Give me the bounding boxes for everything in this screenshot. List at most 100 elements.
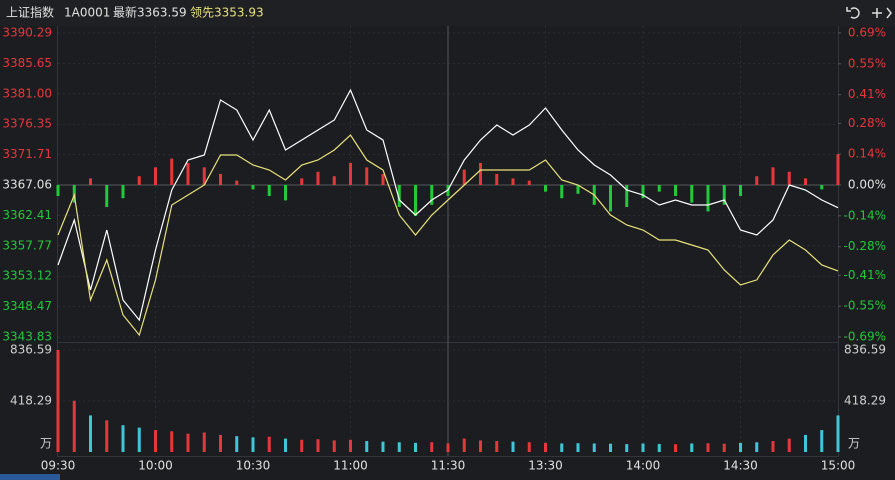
y2-tick-label: 0.69% — [848, 26, 886, 40]
volume-bar — [170, 431, 174, 452]
volume-bar — [89, 415, 92, 452]
y-tick-label: 3367.06 — [2, 178, 52, 192]
price-line — [57, 134, 839, 337]
volume-bar — [674, 444, 677, 452]
diff-bar — [154, 167, 157, 185]
diff-bar — [251, 185, 255, 190]
price-line — [57, 88, 839, 322]
diff-bar — [560, 185, 564, 199]
y-tick-label: 3381.00 — [2, 86, 52, 100]
y2-tick-label: -0.28% — [844, 239, 886, 253]
volume-bar — [462, 438, 466, 452]
volume-bar — [446, 443, 450, 452]
volume-bar — [397, 442, 401, 452]
zoom-in-icon[interactable] — [872, 8, 882, 18]
volume-bar — [690, 443, 694, 452]
leading-price: 领先3353.93 — [190, 6, 264, 20]
volume-bar — [495, 441, 499, 452]
diff-bar — [202, 167, 206, 185]
volume-tick-label: 418.29 — [10, 394, 52, 408]
volume-bar — [414, 442, 417, 452]
y2-tick-label: -0.55% — [844, 299, 886, 313]
y2-tick-label: 0.28% — [848, 116, 886, 130]
y-tick-label: 3353.12 — [2, 269, 52, 283]
x-tick-label: 14:00 — [626, 459, 661, 473]
diff-bar — [316, 171, 320, 185]
toolbar — [846, 7, 892, 19]
diff-bar — [56, 185, 60, 197]
volume-bar — [609, 443, 612, 452]
header-bar — [0, 0, 895, 26]
next-icon[interactable] — [886, 7, 892, 19]
undo-icon[interactable] — [846, 7, 860, 19]
volume-bar — [251, 437, 255, 452]
volume-bar — [755, 442, 759, 452]
volume-bar — [787, 438, 791, 452]
y-tick-label: 3371.71 — [2, 147, 52, 161]
diff-bar — [625, 185, 629, 208]
diff-bar — [349, 162, 352, 185]
volume-bar — [722, 443, 726, 452]
volume-bar — [560, 443, 564, 452]
x-tick-label: 15:00 — [821, 459, 856, 473]
diff-bar — [527, 180, 531, 185]
volume-bar — [527, 442, 531, 452]
volume-bar — [365, 441, 369, 452]
diff-bar — [235, 180, 239, 185]
volume-bar — [479, 440, 482, 452]
diff-bar — [674, 185, 677, 197]
volume-bar — [219, 434, 222, 452]
diff-bar — [300, 178, 304, 185]
volume-bar — [105, 420, 109, 452]
volume-bar — [706, 443, 710, 452]
diff-bar — [787, 171, 791, 185]
volume-bar — [641, 443, 645, 452]
volume-bar — [316, 439, 320, 452]
volume-unit: 万 — [40, 437, 52, 451]
x-tick-label: 09:30 — [41, 459, 76, 473]
volume-bar — [121, 425, 125, 452]
y2-tick-label: 0.41% — [848, 87, 886, 101]
diff-bar — [495, 173, 499, 185]
x-tick-label: 11:00 — [333, 459, 368, 473]
diff-bar — [430, 185, 434, 205]
volume-bar — [137, 427, 141, 452]
y2-tick-label: 0.14% — [848, 147, 886, 161]
volume-bar — [544, 442, 547, 452]
y-tick-label: 3376.35 — [2, 117, 52, 131]
diff-bar — [462, 169, 466, 185]
y2-tick-label: -0.41% — [844, 268, 886, 282]
y2-tick-label: 0.55% — [848, 56, 886, 70]
y-tick-label: 3357.77 — [2, 238, 52, 252]
x-tick-label: 13:30 — [528, 459, 563, 473]
y-tick-label: 3348.47 — [2, 299, 52, 313]
x-tick-label: 10:30 — [236, 459, 271, 473]
volume-tick-label: 836.59 — [10, 343, 52, 357]
diff-bar — [804, 178, 807, 185]
volume-bar — [284, 438, 287, 452]
diff-bar — [771, 167, 775, 185]
diff-bar — [365, 167, 369, 185]
diff-bar — [706, 185, 710, 212]
y-tick-label: 3343.83 — [2, 330, 52, 344]
volume-tick-label: 418.29 — [844, 394, 886, 408]
diff-bar — [332, 176, 336, 185]
volume-unit: 万 — [848, 437, 860, 451]
status-strip — [0, 474, 60, 480]
diff-bar — [121, 185, 125, 199]
diff-bar — [657, 185, 661, 192]
y2-tick-label: 0.00% — [848, 178, 886, 192]
volume-bar — [430, 442, 434, 452]
diff-bar — [186, 162, 190, 185]
diff-bar — [89, 178, 92, 185]
diff-bar — [576, 185, 580, 194]
latest-price: 最新3363.59 — [113, 5, 187, 20]
diff-bar — [170, 158, 174, 185]
diff-bar — [397, 185, 401, 208]
diff-bar — [219, 173, 222, 185]
volume-bar — [267, 436, 271, 452]
diff-bar — [722, 185, 726, 205]
volume-bar — [72, 400, 76, 452]
volume-bar — [771, 441, 775, 452]
